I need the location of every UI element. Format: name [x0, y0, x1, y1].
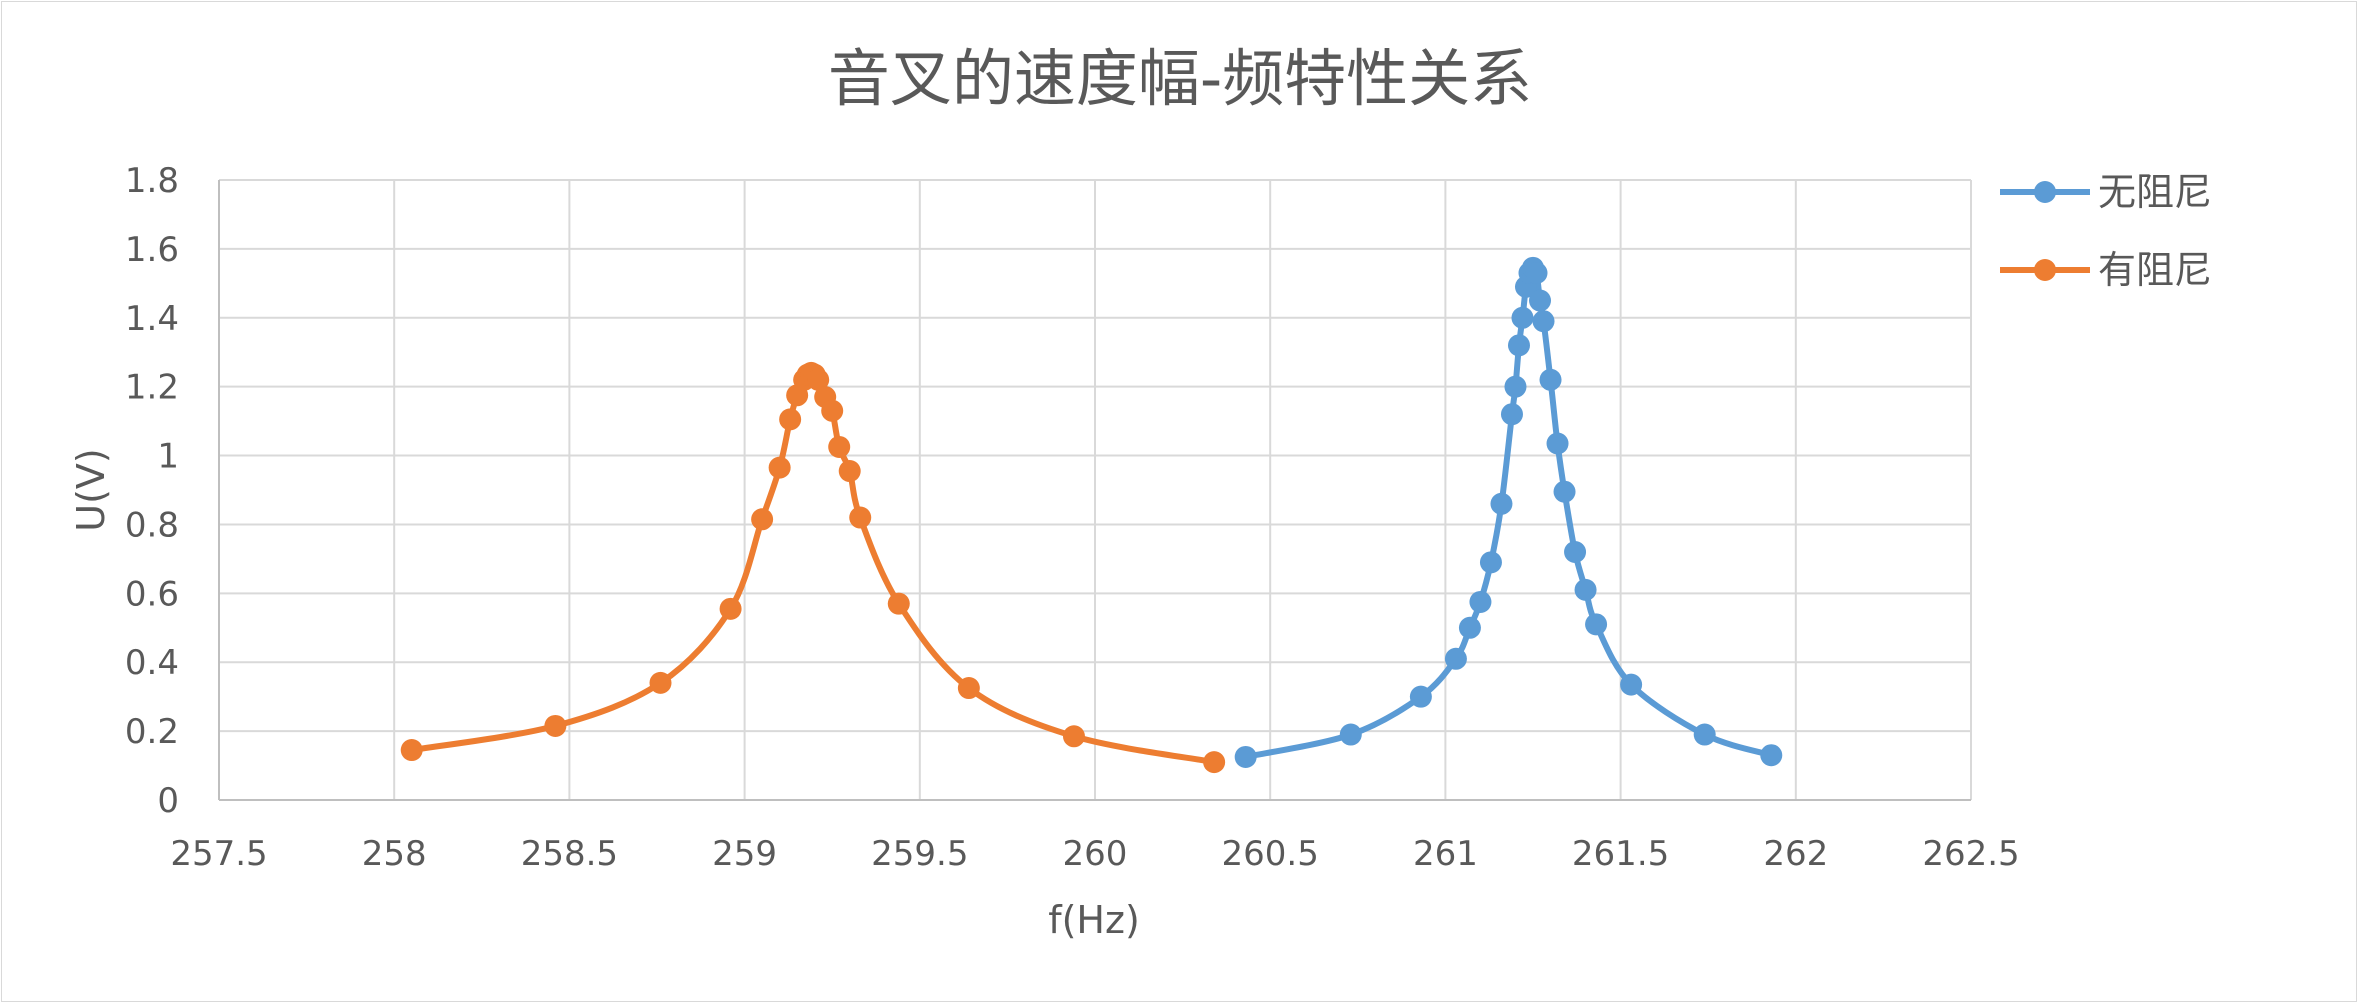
- data-point: [887, 592, 910, 615]
- series-line: [408, 369, 1218, 766]
- data-point: [1062, 725, 1085, 748]
- legend-item: 无阻尼: [2000, 170, 2212, 214]
- data-point: [1553, 480, 1576, 503]
- x-tick-labels: 257.5 258 258.5 259 259.5 260 260.5 261 261.5 262…: [170, 834, 2019, 874]
- data-point: [1529, 289, 1552, 312]
- data-point: [1490, 492, 1513, 515]
- x-tick-label: 260: [1063, 834, 1128, 874]
- y-tick-label: 1.2: [125, 368, 179, 408]
- x-tick-label: 260.5: [1222, 834, 1319, 874]
- x-tick-label: 261.5: [1572, 834, 1669, 874]
- data-point: [1564, 541, 1587, 563]
- data-point: [1760, 744, 1783, 767]
- data-point: [1339, 723, 1362, 746]
- x-tick-label: 262: [1763, 834, 1828, 874]
- data-point: [779, 408, 802, 431]
- data-point: [828, 435, 851, 458]
- x-tick-label: 261: [1413, 834, 1478, 874]
- data-point: [649, 671, 672, 694]
- y-tick-label: 1: [157, 437, 179, 477]
- y-tick-label: 1.8: [125, 161, 179, 201]
- data-point: [807, 368, 830, 391]
- data-point: [1507, 334, 1530, 357]
- series-1: [1234, 256, 1783, 768]
- data-point: [838, 460, 861, 483]
- y-axis-title: U(V): [69, 448, 113, 531]
- data-point: [1511, 306, 1534, 329]
- y-tick-label: 0.4: [125, 643, 179, 683]
- x-axis-title: f(Hz): [1048, 898, 1140, 942]
- data-point: [821, 399, 844, 422]
- data-point: [1504, 375, 1527, 398]
- y-tick-labels: 0 0.2 0.4 0.6 0.8 1 1.2 1.4 1.6 1.8: [125, 161, 179, 821]
- data-point: [400, 739, 423, 762]
- x-tick-label: 258: [362, 834, 427, 874]
- x-tick-label: 257.5: [170, 834, 267, 874]
- x-tick-label: 259.5: [871, 834, 968, 874]
- data-point: [1585, 613, 1608, 636]
- y-tick-label: 1.6: [125, 230, 179, 270]
- axes: [218, 180, 1971, 801]
- data-point: [1574, 578, 1597, 601]
- data-point: [751, 508, 774, 531]
- data-point: [544, 714, 567, 737]
- legend-label: 无阻尼: [2098, 170, 2212, 214]
- x-tick-label: 258.5: [521, 834, 618, 874]
- y-tick-label: 0: [157, 781, 179, 821]
- chart-title: 音叉的速度幅-频特性关系: [828, 42, 1532, 115]
- y-tick-label: 0.8: [125, 505, 179, 545]
- data-point: [1203, 751, 1226, 774]
- data-point: [1458, 616, 1481, 639]
- data-point: [719, 597, 742, 620]
- series-layer: [400, 256, 1783, 774]
- legend-marker: [2034, 181, 2056, 203]
- y-tick-label: 1.4: [125, 299, 179, 339]
- legend-label: 有阻尼: [2098, 248, 2212, 292]
- data-point: [1546, 432, 1569, 455]
- data-point: [1620, 673, 1643, 696]
- data-point: [957, 677, 980, 700]
- data-point: [1469, 590, 1492, 613]
- data-point: [1444, 647, 1467, 670]
- series-line: [1242, 264, 1775, 760]
- gridlines: [218, 179, 1972, 801]
- x-tick-label: 259: [712, 834, 777, 874]
- legend-marker: [2034, 259, 2056, 281]
- legend-item: 有阻尼: [2000, 248, 2212, 292]
- data-point: [849, 506, 872, 529]
- data-point: [1409, 685, 1432, 708]
- data-point: [1539, 368, 1562, 391]
- series-2: [400, 361, 1226, 774]
- y-tick-label: 0.2: [125, 712, 179, 752]
- data-point: [1479, 551, 1502, 574]
- y-tick-label: 0.6: [125, 574, 179, 614]
- data-point: [1693, 723, 1716, 746]
- data-point: [1500, 403, 1523, 426]
- data-point: [1234, 745, 1257, 768]
- x-tick-label: 262.5: [1922, 834, 2019, 874]
- data-point: [1525, 262, 1548, 284]
- data-point: [1532, 310, 1555, 333]
- data-point: [768, 456, 791, 479]
